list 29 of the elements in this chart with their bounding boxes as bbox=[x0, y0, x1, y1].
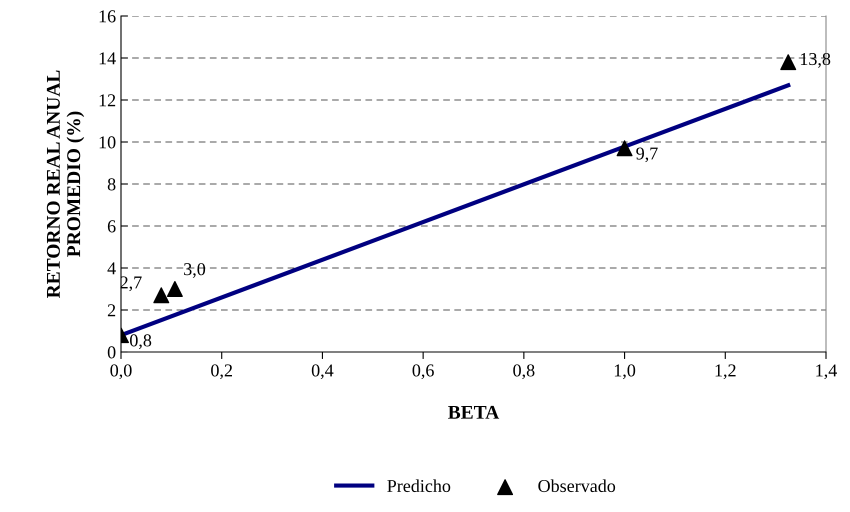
data-label: 0,8 bbox=[130, 334, 152, 350]
data-label: 3,0 bbox=[184, 263, 206, 278]
point bbox=[616, 140, 633, 156]
y-tick-label: 0 bbox=[108, 346, 116, 358]
y-tick-label: 14 bbox=[100, 52, 116, 64]
point bbox=[780, 54, 796, 70]
y-tick-label: 8 bbox=[108, 178, 116, 190]
x-tick-label: 0,6 bbox=[412, 364, 434, 380]
y-tick-label: 6 bbox=[108, 220, 116, 232]
y-tick-label: 4 bbox=[107, 262, 116, 274]
x-axis-title: BETA bbox=[448, 406, 500, 419]
y-tick-label: 2 bbox=[108, 304, 116, 316]
point bbox=[166, 281, 183, 297]
x-tick-label: 1,4 bbox=[816, 364, 838, 380]
x-tick-label: 1,2 bbox=[716, 364, 736, 380]
y-tick-label: 10 bbox=[100, 136, 116, 148]
x-tick-label: 0,2 bbox=[211, 364, 232, 380]
x-tick-label: 0,4 bbox=[312, 364, 334, 380]
x-tick-label: 0,8 bbox=[513, 364, 534, 380]
legend-label: Predicho bbox=[387, 479, 450, 492]
x-tick-label: 1,0 bbox=[614, 364, 636, 380]
legend-label: Observado bbox=[538, 479, 616, 492]
x-tick-label: 0,0 bbox=[110, 364, 132, 380]
point bbox=[153, 287, 170, 304]
y-tick-label: 12 bbox=[100, 94, 116, 106]
data-label: 13,8 bbox=[800, 52, 830, 68]
y-tick-label: 16 bbox=[100, 10, 116, 22]
data-label: 9,7 bbox=[636, 147, 658, 162]
y-axis-title: RETORNO REAL ANUAL PROMEDIO (%) bbox=[46, 70, 84, 298]
